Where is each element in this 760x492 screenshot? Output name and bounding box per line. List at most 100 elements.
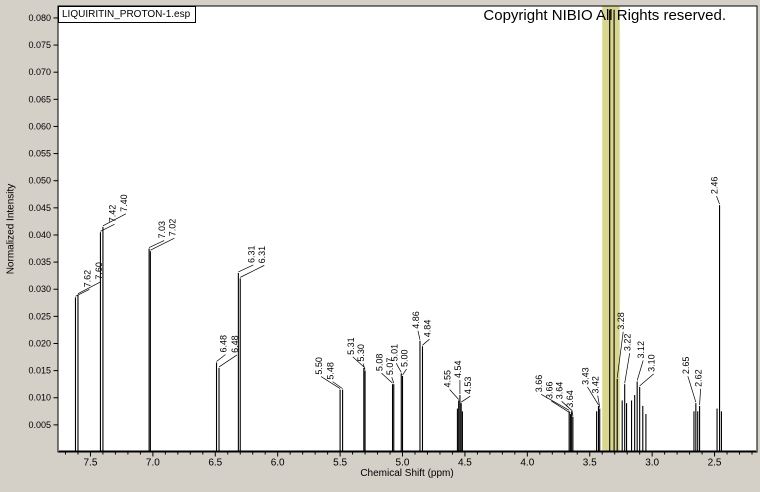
- peak-label: 4.53: [463, 377, 473, 395]
- peak-label-leader: [77, 281, 102, 294]
- peak-label-leader: [561, 401, 572, 411]
- peak-label: 5.50: [314, 357, 324, 375]
- y-tick-label: 0.080: [28, 13, 51, 23]
- peak-label-leader: [597, 395, 601, 408]
- peak-label: 7.03: [157, 221, 167, 239]
- peak-label-leader: [460, 395, 471, 403]
- peak-label-leader: [240, 265, 265, 278]
- plot-area: [57, 5, 758, 453]
- peak-label-leader: [148, 240, 165, 248]
- peak-label: 7.62: [82, 270, 92, 288]
- peak-label-leader: [639, 373, 654, 387]
- x-tick-label: 6.0: [271, 458, 285, 469]
- peak-label: 7.02: [167, 219, 177, 237]
- peak-label: 4.54: [453, 360, 463, 378]
- peak-label-leader: [332, 381, 343, 389]
- peak-label: 3.64: [555, 382, 565, 400]
- peak-label-leader: [100, 223, 115, 232]
- peak-label-leader: [636, 360, 644, 381]
- x-tick-label: 5.5: [333, 458, 347, 469]
- peak-label: 2.46: [710, 177, 720, 195]
- peak-label: 4.84: [422, 320, 432, 338]
- peak-label: 7.40: [119, 194, 129, 212]
- peak-label: 3.22: [623, 334, 633, 352]
- peak-label: 3.43: [580, 367, 590, 385]
- x-tick-label: 3.5: [583, 458, 597, 469]
- x-tick-label: 6.5: [208, 458, 222, 469]
- y-tick-label: 0.040: [28, 230, 51, 240]
- peak-label: 6.31: [257, 246, 267, 264]
- peak-label-leader: [422, 338, 430, 346]
- peak-label-leader: [551, 400, 571, 414]
- peak-label: 5.48: [326, 362, 336, 380]
- peak-label-leader: [102, 213, 127, 227]
- peak-label: 5.00: [400, 350, 410, 368]
- peak-label: 7.42: [107, 205, 117, 223]
- y-tick-label: 0.015: [28, 366, 51, 376]
- peak-label-leader: [624, 353, 631, 384]
- peak-label: 6.48: [219, 335, 229, 353]
- peak-label: 3.10: [647, 354, 657, 372]
- peak-label-leader: [699, 388, 701, 405]
- peak-label: 5.07: [385, 358, 395, 376]
- x-tick-label: 4.5: [458, 458, 472, 469]
- peak-label-leader: [391, 377, 395, 384]
- peak-label: 3.64: [565, 390, 575, 408]
- x-tick-label: 3.0: [645, 458, 659, 469]
- peak-label: 3.12: [636, 341, 646, 359]
- peak-label-leader: [402, 368, 407, 376]
- peak-label-leader: [150, 237, 175, 251]
- peak-label: 6.48: [230, 335, 240, 353]
- y-tick-label: 0.055: [28, 149, 51, 159]
- spectrum-filename: LIQUIRITIN_PROTON-1.esp: [58, 6, 197, 23]
- peak-label-leader: [216, 354, 226, 362]
- y-tick-label: 0.005: [28, 420, 51, 430]
- peak-label-leader: [716, 196, 720, 205]
- y-tick-label: 0.070: [28, 67, 51, 77]
- y-tick-label: 0.020: [28, 338, 51, 348]
- y-tick-label: 0.060: [28, 121, 51, 131]
- x-tick-label: 7.5: [84, 458, 98, 469]
- peak-label: 2.65: [681, 357, 691, 375]
- peaks: [74, 9, 722, 451]
- peak-label-leader: [395, 363, 402, 373]
- peak-label: 5.01: [389, 344, 399, 362]
- peak-labels: 7.62 7.60 7.427.40 7.03 7.02 6.48 6.48 6.31 6.31…: [75, 177, 720, 416]
- peak-label-leader: [417, 330, 421, 340]
- y-tick-label: 0.075: [28, 40, 51, 50]
- y-axis: 0.005 0.010 0.015 0.020 0.025 0.030 0.035 0.040…: [28, 13, 58, 430]
- y-tick-label: 0.035: [28, 257, 51, 267]
- x-tick-label: 7.0: [146, 458, 160, 469]
- y-tick-label: 0.050: [28, 176, 51, 186]
- x-tick-label: 5.0: [396, 458, 410, 469]
- y-tick-label: 0.030: [28, 284, 51, 294]
- peak-label: 4.55: [443, 370, 453, 388]
- peak-label: 6.31: [246, 245, 256, 263]
- peak-label: 5.08: [375, 354, 385, 372]
- y-tick-label: 0.045: [28, 203, 51, 213]
- peak-label-leader: [362, 363, 366, 370]
- peak-label-leader: [449, 389, 459, 400]
- x-axis-title: Chemical Shift (ppm): [360, 468, 454, 479]
- peak-label: 5.30: [356, 344, 366, 362]
- y-tick-label: 0.065: [28, 94, 51, 104]
- peak-label-leader: [238, 264, 254, 273]
- peak-label: 3.66: [544, 381, 554, 399]
- copyright-text: Copyright NIBIO All Rights reserved.: [483, 7, 726, 24]
- peak-label: 3.28: [616, 312, 626, 330]
- peak-label-leader: [616, 331, 624, 378]
- peak-label-leader: [571, 409, 574, 416]
- peak-label-leader: [352, 356, 365, 368]
- peak-label-leader: [540, 394, 570, 411]
- peak-label-leader: [381, 372, 393, 384]
- y-axis-title: Normalized Intensity: [5, 183, 17, 275]
- y-tick-label: 0.025: [28, 311, 51, 321]
- y-tick-label: 0.010: [28, 393, 51, 403]
- peak-label: 3.66: [534, 375, 544, 393]
- peak-label-leader: [587, 386, 599, 406]
- peak-label: 5.31: [346, 337, 356, 355]
- x-axis: 7.5 7.0 6.5 6.0 5.5 5.0 4.5 4.0 3.5 3.0 2.5: [64, 452, 753, 469]
- x-tick-label: 4.0: [520, 458, 534, 469]
- peak-label: 2.62: [694, 369, 704, 387]
